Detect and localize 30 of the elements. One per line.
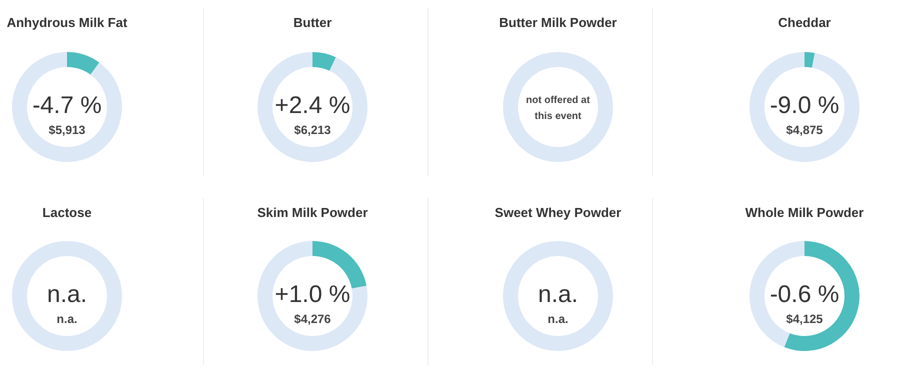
text: $4,125: [786, 312, 824, 326]
chart-title: Whole Milk Powder: [745, 205, 864, 220]
donut-slice: [258, 52, 368, 162]
chart-title: Lactose: [42, 205, 92, 220]
chart-title: Anhydrous Milk Fat: [6, 15, 128, 30]
donut-slice: [750, 52, 860, 162]
text: -0.6 %: [770, 281, 840, 308]
donut-slice: [258, 241, 368, 351]
text: n.a.: [46, 281, 88, 308]
chart-title: Skim Milk Powder: [257, 205, 368, 220]
text: $4,276: [294, 312, 332, 326]
text: not offered at this event: [526, 95, 591, 122]
text: $4,875: [786, 123, 824, 137]
chart-title: Butter: [293, 15, 332, 30]
text: $5,913: [48, 123, 86, 137]
text: n.a.: [548, 312, 568, 326]
text: +2.4 %: [274, 92, 350, 119]
donut-slice: [312, 52, 336, 71]
text: n.a.: [56, 312, 78, 326]
text: $6,213: [294, 123, 332, 137]
chart-title: Sweet Whey Powder: [494, 205, 622, 220]
chart-title: Cheddar: [778, 15, 831, 30]
donut-slice: [12, 52, 122, 162]
text: -9.0 %: [770, 92, 840, 119]
donut-slice: [67, 52, 100, 75]
text: n.a.: [538, 281, 578, 308]
donut-slice: [804, 52, 815, 68]
text: -4.7 %: [32, 92, 102, 119]
text: +1.0 %: [274, 281, 350, 308]
chart-title: Butter Milk Powder: [499, 15, 617, 30]
